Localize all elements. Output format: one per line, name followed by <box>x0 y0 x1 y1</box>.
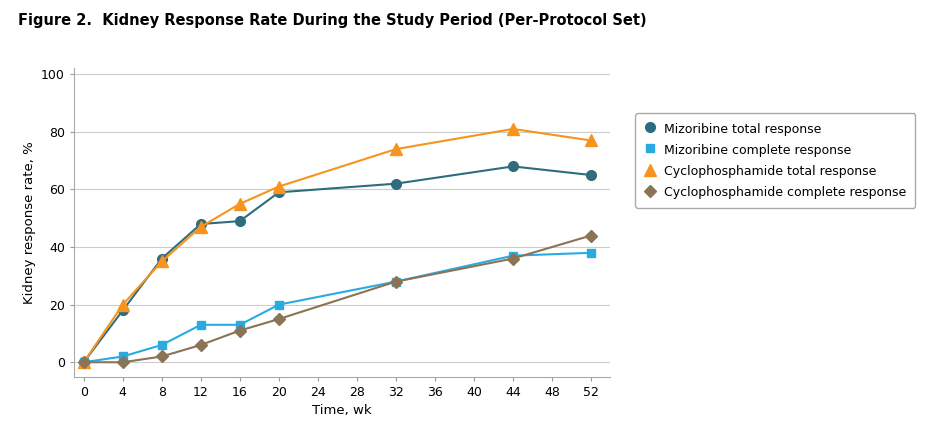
Mizoribine total response <box>586 172 597 178</box>
Cyclophosphamide complete response <box>156 354 167 359</box>
Cyclophosphamide total response <box>273 184 284 189</box>
Mizoribine total response <box>156 256 167 261</box>
Cyclophosphamide complete response <box>79 360 90 365</box>
Mizoribine complete response <box>117 354 129 359</box>
Cyclophosphamide total response <box>508 126 519 131</box>
Mizoribine complete response <box>273 302 284 307</box>
Cyclophosphamide complete response <box>508 256 519 261</box>
Mizoribine total response <box>508 164 519 169</box>
Line: Cyclophosphamide complete response: Cyclophosphamide complete response <box>80 232 595 366</box>
Mizoribine total response <box>195 221 206 226</box>
Y-axis label: Kidney response rate, %: Kidney response rate, % <box>22 141 35 304</box>
Text: Figure 2.  Kidney Response Rate During the Study Period (Per-Protocol Set): Figure 2. Kidney Response Rate During th… <box>18 13 647 28</box>
Cyclophosphamide total response <box>79 360 90 365</box>
Mizoribine complete response <box>586 250 597 256</box>
Cyclophosphamide complete response <box>273 316 284 321</box>
Legend: Mizoribine total response, Mizoribine complete response, Cyclophosphamide total : Mizoribine total response, Mizoribine co… <box>635 113 915 208</box>
Line: Cyclophosphamide total response: Cyclophosphamide total response <box>79 123 597 368</box>
Mizoribine complete response <box>79 360 90 365</box>
Mizoribine total response <box>79 360 90 365</box>
Mizoribine complete response <box>390 279 401 284</box>
Mizoribine complete response <box>195 322 206 327</box>
Line: Mizoribine total response: Mizoribine total response <box>79 161 596 367</box>
Cyclophosphamide complete response <box>117 360 129 365</box>
Line: Mizoribine complete response: Mizoribine complete response <box>80 249 595 366</box>
Mizoribine total response <box>273 190 284 195</box>
Cyclophosphamide total response <box>117 302 129 307</box>
Cyclophosphamide total response <box>390 146 401 152</box>
Cyclophosphamide complete response <box>195 342 206 348</box>
Cyclophosphamide total response <box>586 138 597 143</box>
Cyclophosphamide complete response <box>234 328 245 333</box>
Mizoribine total response <box>390 181 401 186</box>
Cyclophosphamide total response <box>195 224 206 229</box>
Cyclophosphamide complete response <box>390 279 401 284</box>
Mizoribine complete response <box>156 342 167 348</box>
X-axis label: Time, wk: Time, wk <box>313 404 372 417</box>
Cyclophosphamide total response <box>156 259 167 264</box>
Mizoribine complete response <box>508 253 519 258</box>
Mizoribine total response <box>234 219 245 224</box>
Cyclophosphamide total response <box>234 201 245 206</box>
Cyclophosphamide complete response <box>586 233 597 238</box>
Mizoribine total response <box>117 308 129 313</box>
Mizoribine complete response <box>234 322 245 327</box>
